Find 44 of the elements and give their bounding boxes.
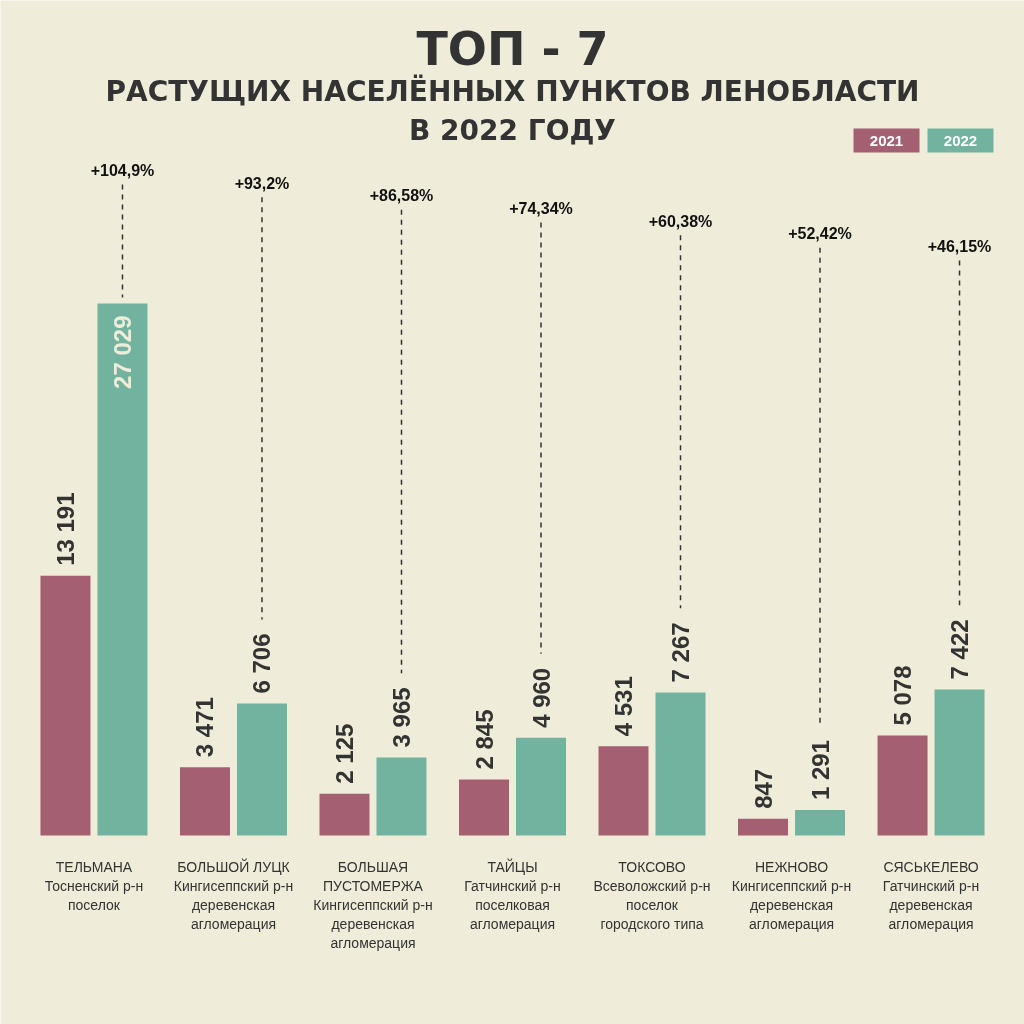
data-label: 7 422 [946, 619, 974, 680]
bar [655, 692, 706, 836]
data-label: 5 078 [889, 665, 917, 726]
x-tick-label: ТАЙЦЫ Гатчинский р-н поселковая агломерация [464, 857, 561, 933]
data-label: 4 531 [610, 676, 638, 737]
text: +46,15% [927, 238, 992, 255]
bar [598, 746, 649, 836]
text: +74,34% [509, 200, 573, 217]
data-label: 1 291 [806, 740, 834, 801]
data-label: 27 029 [108, 315, 136, 389]
bar [934, 689, 985, 836]
bar [795, 810, 846, 836]
bar [376, 757, 427, 836]
text: +86,58% [369, 187, 434, 205]
x-tick-label: ТЕЛЬМАНА Тосненский р-н поселок [44, 858, 144, 913]
text: +104,9% [90, 162, 155, 179]
text: +93,2% [234, 174, 290, 192]
text: +60,38% [648, 212, 713, 230]
bar [179, 767, 230, 836]
bar [738, 818, 789, 836]
data-label: 6 706 [248, 633, 276, 694]
bar [516, 737, 566, 836]
text: 2021 [869, 131, 904, 149]
bar [459, 779, 509, 836]
data-label: 2 125 [330, 723, 358, 784]
x-tick-label: БОЛЬШОЙ ЛУЦК Кингисеппский р-н деревенская агломерация [173, 857, 294, 933]
bar [236, 703, 287, 836]
data-label: 847 [749, 768, 777, 809]
text: 2022 [943, 131, 978, 149]
bar [97, 303, 148, 836]
data-label: 3 471 [191, 697, 219, 758]
data-label: 7 267 [667, 622, 695, 683]
x-tick-label: НЕЖНОВО Кингисеппский р-н деревенская агломерация [731, 858, 852, 933]
data-label: 3 965 [387, 687, 415, 748]
data-label: 2 845 [470, 709, 498, 770]
x-tick-label: ТОКСОВО Всеволожский р-н поселок городского типа [593, 858, 711, 933]
x-tick-label: БОЛЬШАЯ ПУСТОМЕРЖА Кингисеппский р-н деревенская агломерация [313, 858, 433, 952]
bar [40, 575, 91, 836]
data-label: 13 191 [51, 492, 79, 566]
bar [319, 793, 370, 836]
text: +52,42% [788, 225, 852, 243]
bar [877, 735, 928, 836]
data-label: 4 960 [527, 667, 555, 728]
x-tick-label: СЯСЬКЕЛЕВО Гатчинский р-н деревенская агломерация [882, 858, 980, 933]
